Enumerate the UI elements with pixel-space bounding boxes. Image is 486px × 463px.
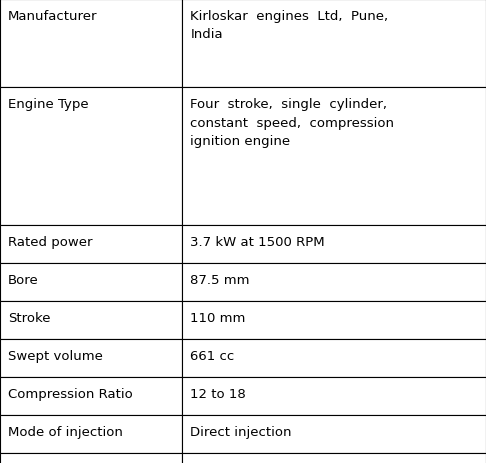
Text: Bore: Bore <box>8 274 39 287</box>
Text: 661 cc: 661 cc <box>190 349 235 362</box>
Bar <box>0 377 182 415</box>
Bar <box>182 225 486 263</box>
Bar <box>182 0 486 88</box>
Text: Engine Type: Engine Type <box>8 98 88 111</box>
Text: Four  stroke,  single  cylinder,
constant  speed,  compression
ignition engine: Four stroke, single cylinder, constant s… <box>190 98 394 148</box>
Bar <box>182 339 486 377</box>
Text: Rated power: Rated power <box>8 236 92 249</box>
Text: Direct injection: Direct injection <box>190 425 292 438</box>
Bar <box>182 301 486 339</box>
Bar <box>0 415 182 453</box>
Text: Kirloskar  engines  Ltd,  Pune,
India: Kirloskar engines Ltd, Pune, India <box>190 10 388 41</box>
Text: 12 to 18: 12 to 18 <box>190 387 246 400</box>
Bar <box>0 88 182 225</box>
Bar <box>0 339 182 377</box>
Bar <box>182 415 486 453</box>
Bar <box>0 453 182 463</box>
Text: 87.5 mm: 87.5 mm <box>190 274 250 287</box>
Text: Compression Ratio: Compression Ratio <box>8 387 133 400</box>
Text: Swept volume: Swept volume <box>8 349 103 362</box>
Bar <box>0 263 182 301</box>
Text: Manufacturer: Manufacturer <box>8 10 98 23</box>
Bar <box>0 225 182 263</box>
Bar <box>0 0 182 88</box>
Text: 3.7 kW at 1500 RPM: 3.7 kW at 1500 RPM <box>190 236 325 249</box>
Bar <box>0 301 182 339</box>
Bar <box>182 88 486 225</box>
Text: Mode of injection: Mode of injection <box>8 425 123 438</box>
Bar <box>182 453 486 463</box>
Bar <box>182 377 486 415</box>
Text: Stroke: Stroke <box>8 311 51 324</box>
Bar <box>182 263 486 301</box>
Text: 110 mm: 110 mm <box>190 311 245 324</box>
